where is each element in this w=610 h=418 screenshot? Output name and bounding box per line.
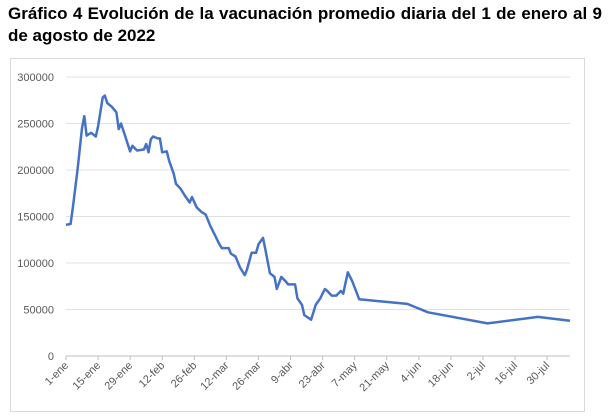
data-line [65,94,571,325]
y-tick-label: 300000 [17,72,54,84]
y-tick-label: 0 [48,351,54,363]
y-tick-label: 250000 [17,119,54,131]
y-tick-label: 150000 [17,212,54,224]
y-tick-label: 200000 [17,165,54,177]
y-tick-label: 100000 [17,258,54,270]
chart-title: Gráfico 4 Evolución de la vacunación pro… [8,4,602,45]
chart-frame [10,58,585,412]
y-tick-label: 50000 [23,305,54,317]
